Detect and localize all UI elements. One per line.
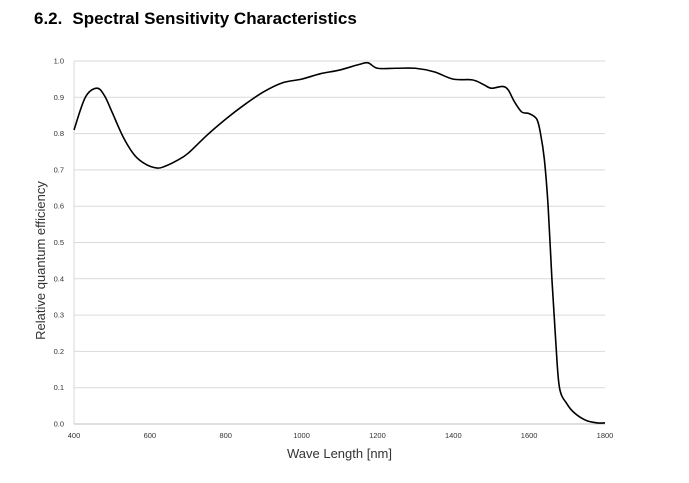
x-axis-label: Wave Length [nm] bbox=[287, 446, 392, 461]
y-tick-label: 0.3 bbox=[54, 311, 64, 320]
x-tick-label: 1000 bbox=[293, 431, 310, 440]
y-tick-label: 0.2 bbox=[54, 347, 64, 356]
y-tick-label: 1.0 bbox=[54, 57, 64, 66]
quantum-efficiency-curve bbox=[73, 61, 606, 424]
section-title: Spectral Sensitivity Characteristics bbox=[72, 9, 357, 28]
y-tick-label: 0.7 bbox=[54, 165, 64, 174]
y-axis-label: Relative quantum efficiency bbox=[33, 181, 48, 340]
x-tick-label: 1800 bbox=[597, 431, 614, 440]
x-tick-label: 600 bbox=[144, 431, 157, 440]
y-tick-label: 0.4 bbox=[54, 274, 64, 283]
y-tick-label: 0.9 bbox=[54, 93, 64, 102]
y-tick-label: 0.8 bbox=[54, 129, 64, 138]
x-tick-labels: 400 600 800 1000 1200 1400 1600 1800 bbox=[68, 431, 614, 440]
section-number: 6.2. bbox=[34, 9, 63, 28]
y-tick-label: 0.1 bbox=[54, 383, 64, 392]
x-tick-label: 800 bbox=[219, 431, 232, 440]
x-tick-label: 400 bbox=[68, 431, 81, 440]
x-tick-label: 1400 bbox=[445, 431, 462, 440]
section-heading: 6.2. Spectral Sensitivity Characteristics bbox=[34, 9, 357, 29]
axes bbox=[73, 61, 605, 425]
grid-lines bbox=[74, 60, 605, 425]
y-tick-label: 0.5 bbox=[54, 238, 64, 247]
y-tick-label: 0.6 bbox=[54, 202, 64, 211]
y-tick-label: 0.0 bbox=[54, 420, 64, 429]
y-tick-labels: 0.0 0.1 0.2 0.3 0.4 0.5 0.6 0.7 0.8 0.9 1.0 bbox=[54, 57, 64, 429]
x-tick-label: 1200 bbox=[369, 431, 386, 440]
x-tick-label: 1600 bbox=[521, 431, 538, 440]
